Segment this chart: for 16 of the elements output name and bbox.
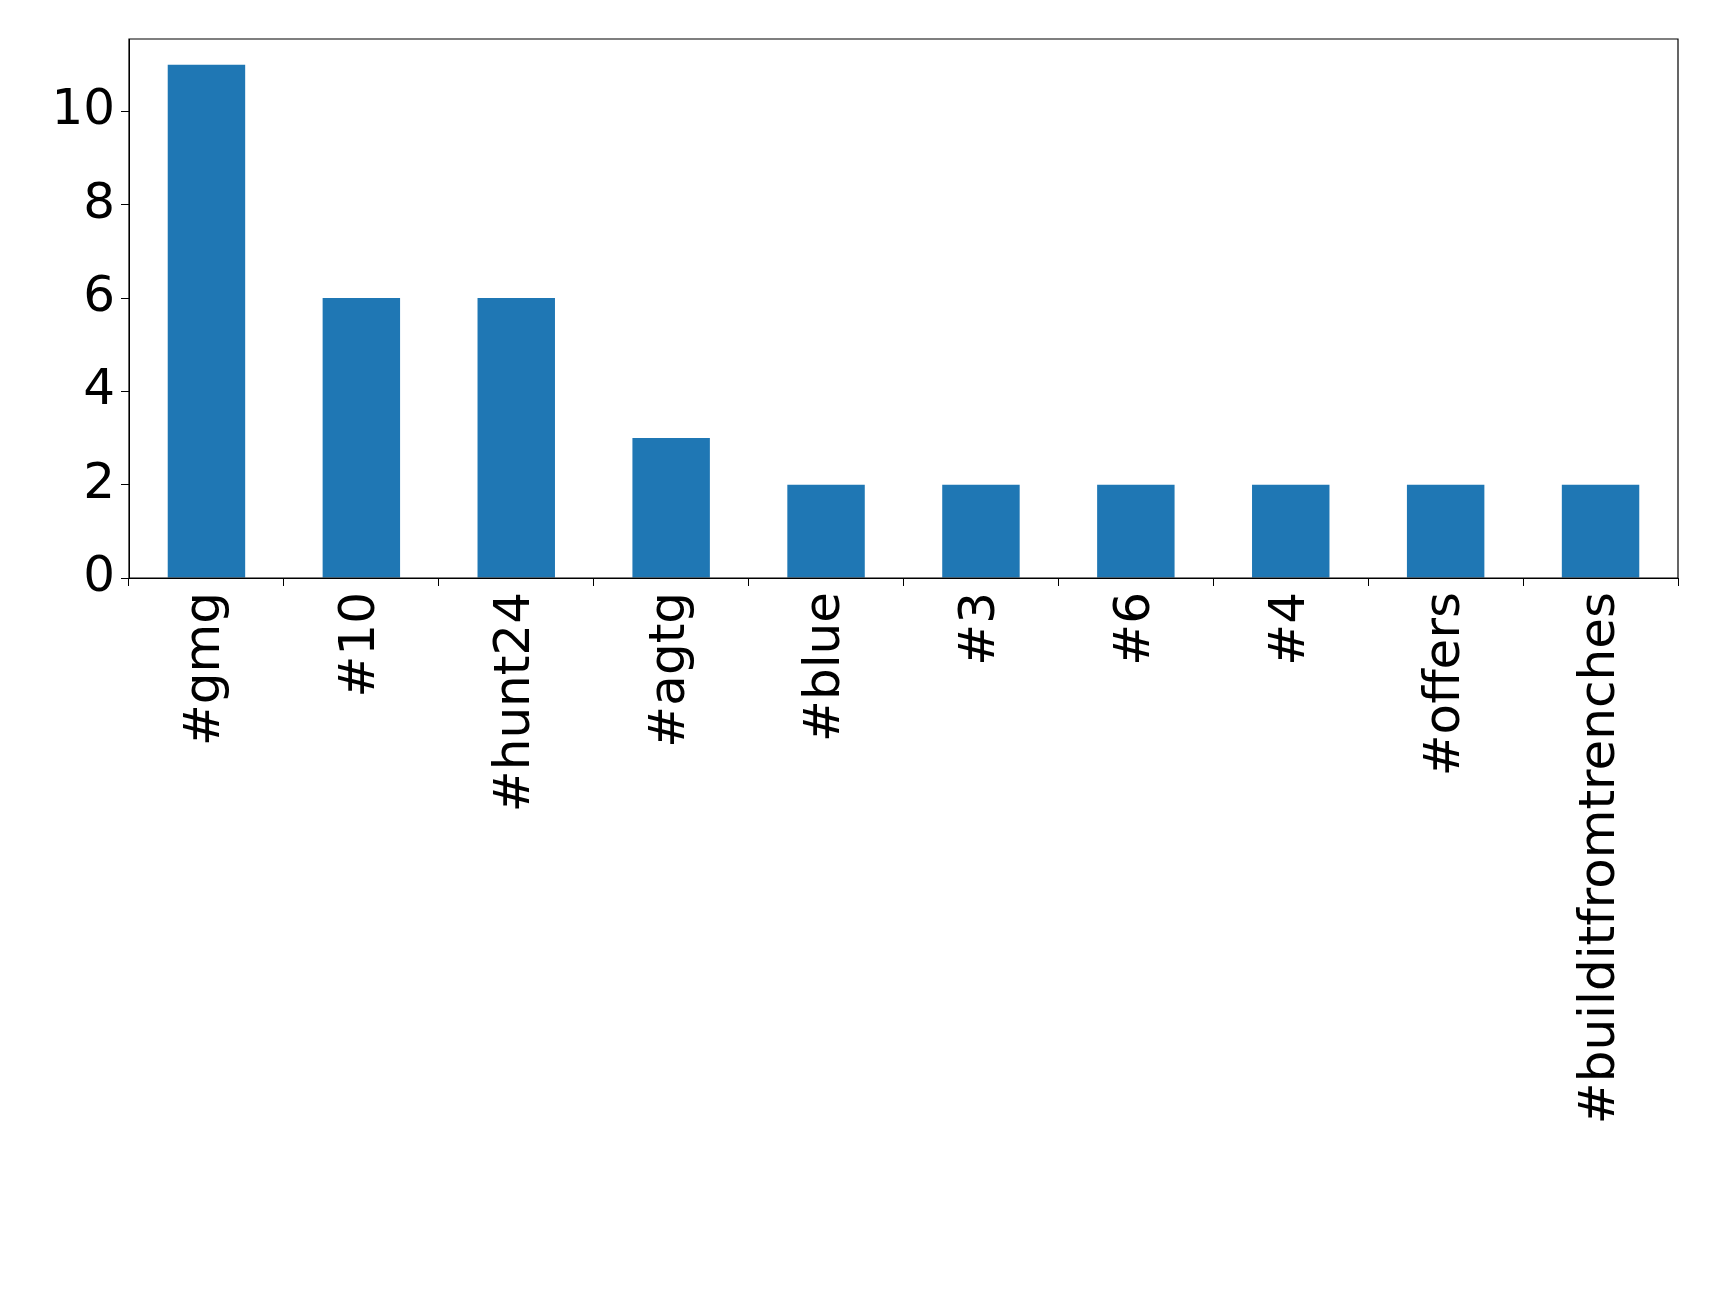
x-tick-label: #blue: [793, 592, 852, 742]
x-tick-label: #offers: [1412, 592, 1471, 777]
x-tick-label: #gmg: [173, 592, 232, 747]
y-tick-label: 10: [51, 78, 115, 137]
x-tick-label: #builditfromtrenches: [1567, 592, 1626, 1125]
y-tick-label: 6: [83, 264, 115, 323]
x-tick-label: #hunt24: [483, 592, 542, 813]
x-tick-label: #4: [1257, 592, 1316, 666]
y-tick-label: 4: [83, 358, 115, 417]
x-tick-label: #3: [947, 592, 1006, 666]
y-tick-label: 2: [83, 451, 115, 510]
y-tick-label: 8: [83, 171, 115, 230]
x-tick-label: #6: [1102, 592, 1161, 666]
y-tick-label: 0: [83, 544, 115, 603]
x-tick-label: #10: [328, 592, 387, 698]
x-tick-label: #agtg: [638, 592, 697, 748]
